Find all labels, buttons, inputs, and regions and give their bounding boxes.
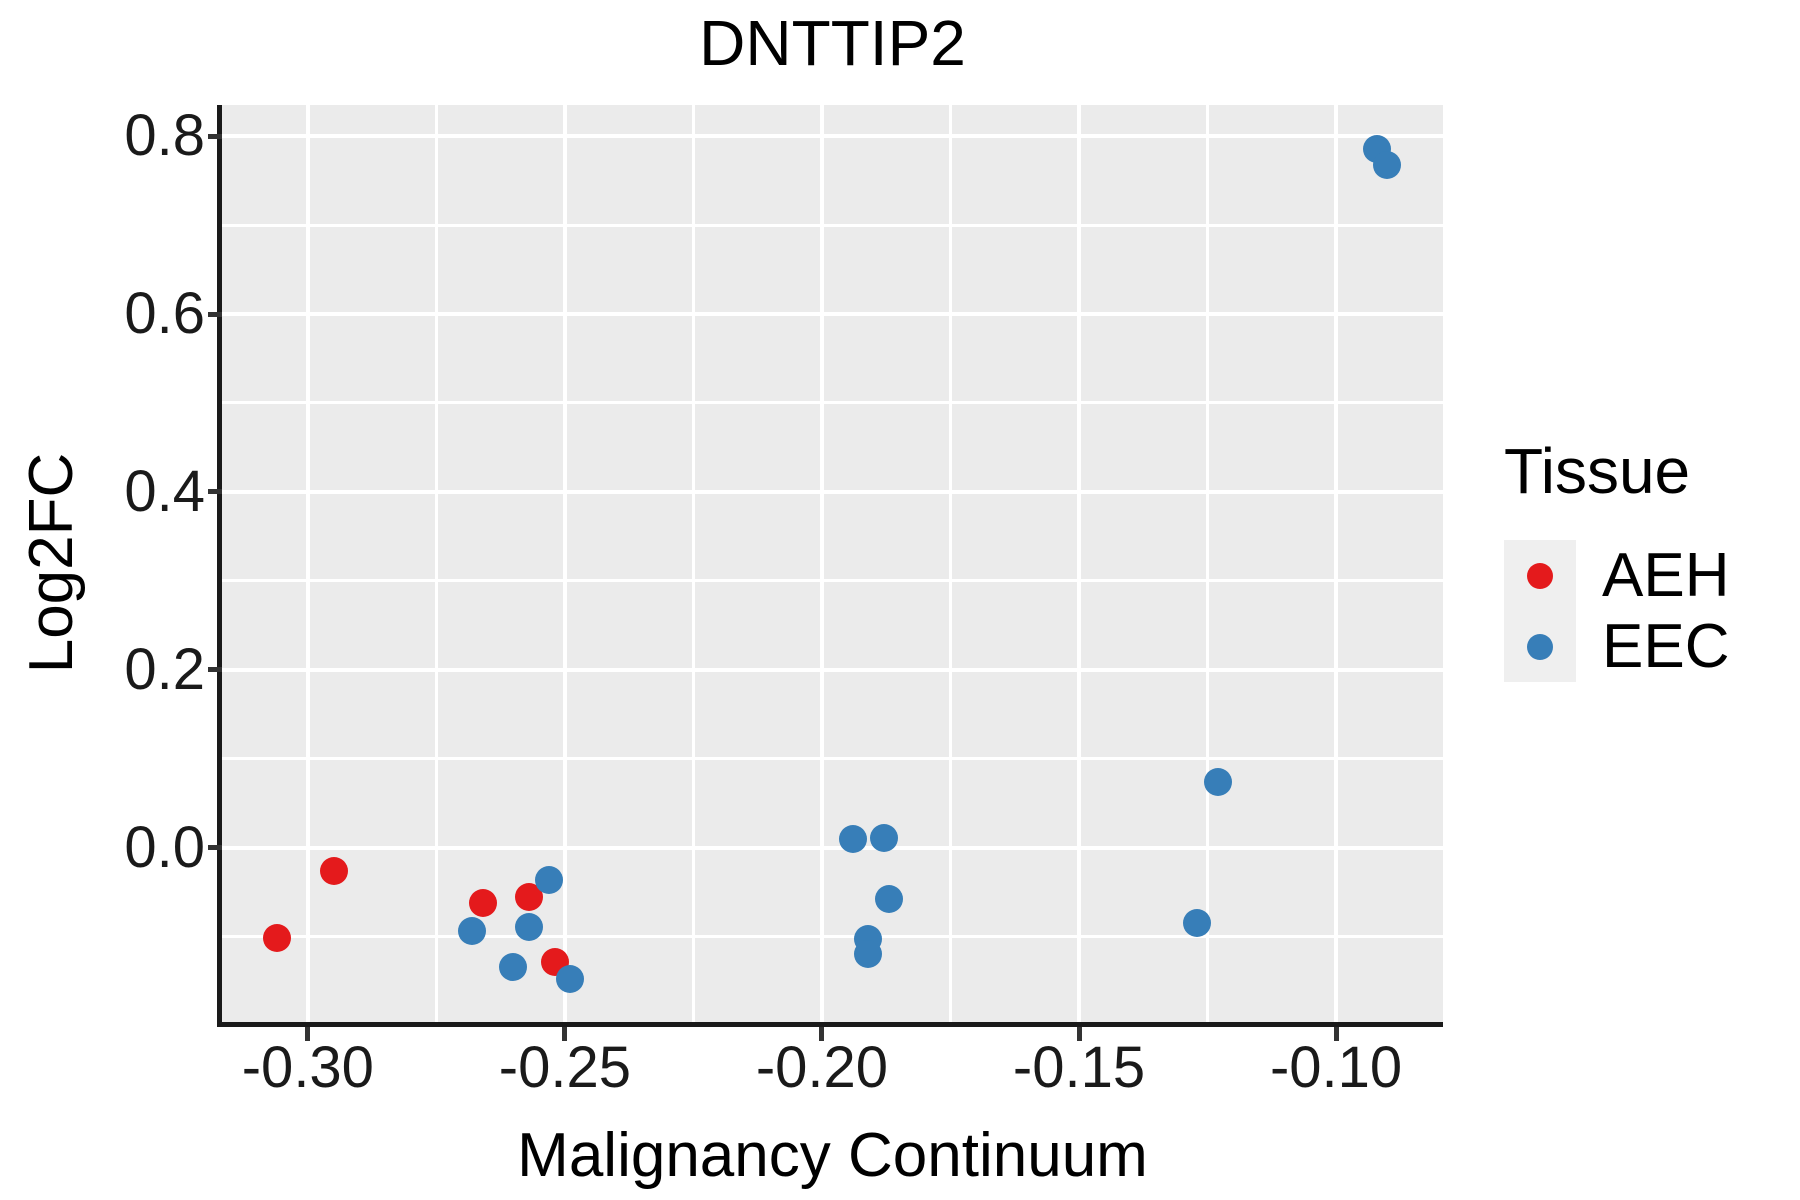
- y-axis-tick: [208, 489, 222, 495]
- y-major-gridline: [222, 667, 1443, 672]
- y-tick-label: 0.8: [124, 103, 205, 169]
- data-point-aeh: [468, 888, 497, 917]
- x-axis-tick: [562, 1027, 568, 1041]
- data-point-eec: [838, 824, 867, 853]
- x-tick-label: -0.30: [241, 1035, 374, 1100]
- x-tick-label: -0.20: [755, 1035, 889, 1100]
- y-minor-gridline: [222, 401, 1443, 405]
- data-point-eec: [1373, 150, 1402, 179]
- data-point-eec: [535, 865, 564, 894]
- y-major-gridline: [222, 489, 1443, 494]
- x-tick-label: -0.15: [1012, 1035, 1146, 1100]
- legend-item-aeh: AEH: [1504, 540, 1800, 612]
- legend-item-label: EEC: [1602, 611, 1730, 681]
- y-major-gridline: [222, 134, 1443, 139]
- y-axis-label: Log2FC: [16, 452, 86, 674]
- x-major-gridline: [1077, 105, 1081, 1022]
- x-axis-label: Malignancy Continuum: [517, 1121, 1148, 1190]
- legend-title: Tissue: [1504, 435, 1691, 507]
- legend: Tissue AEH EEC: [1504, 435, 1800, 683]
- x-minor-gridline: [948, 105, 952, 1022]
- y-major-gridline: [222, 312, 1443, 316]
- data-point-eec: [1203, 767, 1232, 796]
- legend-item-label: AEH: [1602, 540, 1730, 610]
- y-minor-gridline: [222, 935, 1443, 939]
- x-minor-gridline: [691, 105, 695, 1022]
- legend-key-box: [1504, 540, 1576, 612]
- x-major-gridline: [305, 105, 310, 1022]
- data-point-eec: [556, 965, 585, 994]
- y-axis-tick: [208, 311, 222, 317]
- x-tick-label: -0.10: [1269, 1035, 1403, 1100]
- y-axis-tick: [208, 667, 222, 673]
- y-axis-tick: [208, 845, 222, 851]
- y-tick-label: 0.2: [124, 636, 205, 702]
- y-major-gridline: [222, 845, 1443, 850]
- y-minor-gridline: [222, 579, 1443, 583]
- y-axis-line: [217, 105, 222, 1027]
- legend-item-eec: EEC: [1504, 611, 1800, 683]
- x-axis-tick: [1333, 1027, 1339, 1041]
- data-point-eec: [514, 912, 543, 941]
- x-axis-tick: [1076, 1027, 1082, 1041]
- x-tick-label: -0.25: [498, 1035, 632, 1100]
- data-point-eec: [458, 917, 487, 946]
- x-axis-line: [217, 1022, 1443, 1027]
- data-point-eec: [874, 885, 903, 914]
- data-point-aeh: [319, 856, 348, 885]
- y-tick-label: 0.6: [124, 281, 205, 347]
- legend-dot-aeh: [1527, 562, 1553, 589]
- data-point-aeh: [263, 923, 291, 952]
- legend-key-box: [1504, 611, 1576, 683]
- y-tick-label: 0.4: [124, 458, 205, 524]
- legend-items: AEH EEC: [1504, 540, 1800, 683]
- legend-dot-eec: [1527, 633, 1553, 660]
- y-tick-label: 0.0: [124, 814, 205, 880]
- data-point-eec: [1183, 909, 1212, 938]
- x-major-gridline: [562, 105, 567, 1022]
- plot-panel: [222, 105, 1443, 1022]
- data-point-eec: [499, 952, 528, 981]
- data-point-eec: [854, 939, 883, 968]
- x-major-gridline: [819, 105, 824, 1022]
- x-axis-tick: [305, 1027, 311, 1041]
- y-axis-tick: [208, 133, 222, 139]
- x-minor-gridline: [1206, 105, 1210, 1022]
- data-point-eec: [869, 823, 898, 852]
- x-major-gridline: [1334, 105, 1339, 1022]
- x-minor-gridline: [434, 105, 438, 1022]
- plot-title: DNTTIP2: [699, 7, 966, 79]
- y-minor-gridline: [222, 757, 1443, 761]
- x-axis-tick: [819, 1027, 825, 1041]
- y-minor-gridline: [222, 223, 1443, 227]
